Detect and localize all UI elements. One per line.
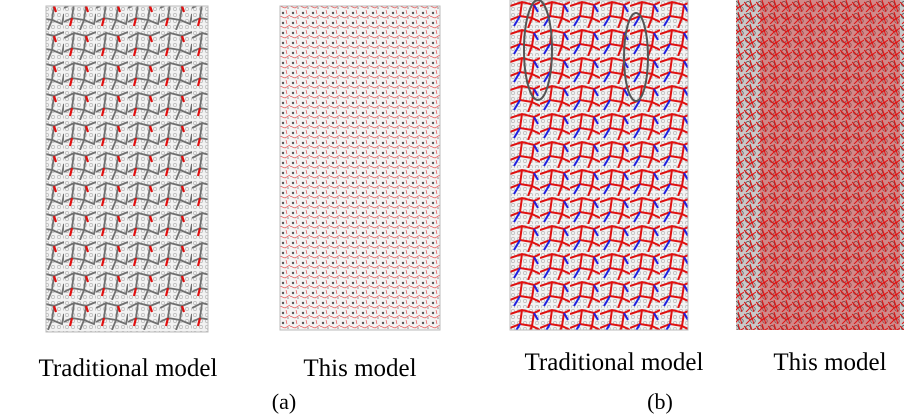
panel-overlay [760, 0, 900, 330]
panel-caption: This model [303, 355, 416, 382]
panel-caption: Traditional model [525, 349, 704, 376]
panel-image [280, 6, 440, 330]
group-label: (a) [272, 389, 296, 414]
panel-image [46, 6, 208, 332]
panel-caption: Traditional model [39, 355, 218, 382]
figure: Traditional model This model Traditional… [0, 0, 904, 418]
page: Traditional model This model Traditional… [0, 0, 904, 418]
panel-image [510, 0, 688, 330]
group-label: (b) [647, 389, 673, 414]
panel-caption: This model [773, 349, 886, 376]
